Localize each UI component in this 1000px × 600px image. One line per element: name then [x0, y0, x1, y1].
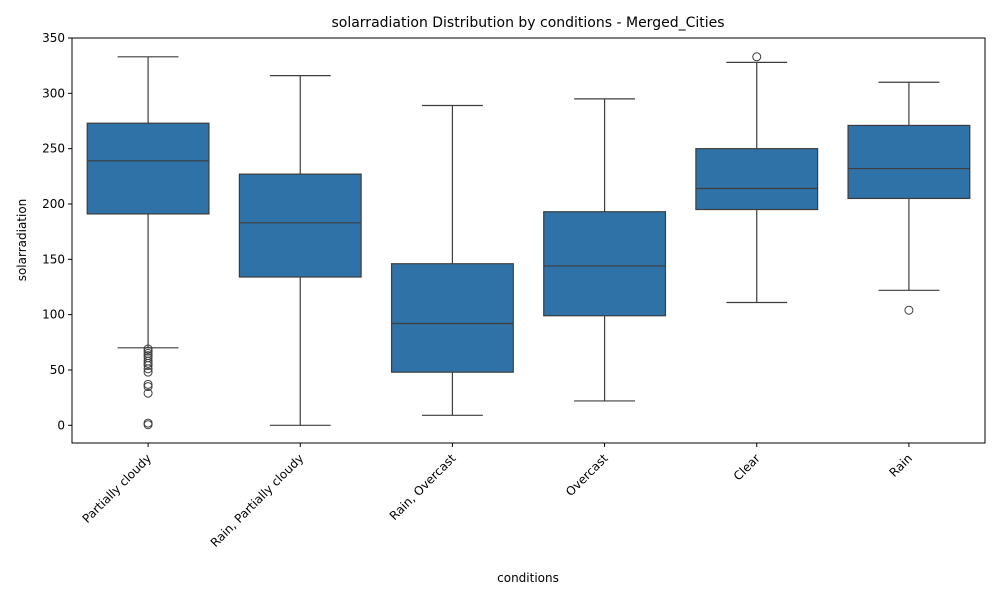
plot-frame: [71, 37, 986, 444]
x-tick-label: Partially cloudy: [80, 451, 155, 526]
y-tick-label: 200: [42, 197, 65, 211]
y-tick-label: 100: [42, 308, 65, 322]
box: [238, 173, 362, 278]
box-group: [238, 75, 362, 426]
box-group: [390, 104, 514, 416]
y-tick-label: 300: [42, 86, 65, 100]
x-tick-label: Rain, Partially cloudy: [208, 451, 307, 550]
outlier-point: [143, 358, 153, 368]
x-tick-label: Rain: [886, 451, 915, 480]
y-axis: 0 50 100 150 200 250 300 350: [42, 31, 72, 432]
box: [695, 148, 819, 211]
outlier-point: [904, 305, 914, 315]
outlier-point: [143, 361, 153, 371]
x-axis: Partially cloudy Rain, Partially cloudy Ra…: [80, 443, 915, 550]
box: [390, 263, 514, 373]
box-group: [86, 56, 210, 430]
box-group: [695, 52, 819, 304]
y-tick-label: 250: [42, 142, 65, 156]
outlier-point: [143, 346, 153, 356]
box-group: [543, 98, 667, 402]
x-tick-label: Rain, Overcast: [387, 451, 459, 523]
outlier-point: [143, 382, 153, 392]
outlier-point: [143, 344, 153, 354]
y-tick-label: 0: [57, 418, 65, 432]
x-tick-label: Clear: [731, 451, 763, 483]
y-tick-label: 150: [42, 252, 65, 266]
outlier-point: [143, 379, 153, 389]
y-axis-label: solarradiation: [15, 199, 29, 282]
box-group: [847, 81, 971, 315]
outlier-point: [752, 52, 762, 62]
x-axis-label: conditions: [497, 571, 559, 585]
chart-title: solarradiation Distribution by condition…: [331, 15, 724, 31]
y-tick-label: 50: [50, 363, 65, 377]
box: [86, 122, 210, 215]
outlier-point: [143, 364, 153, 374]
x-tick-label: Overcast: [563, 451, 611, 499]
box: [543, 211, 667, 317]
outlier-point: [143, 388, 153, 398]
outlier-point: [143, 367, 153, 377]
y-tick-label: 350: [42, 31, 65, 45]
box: [847, 124, 971, 200]
plot-area: [86, 52, 971, 430]
outlier-point: [143, 420, 153, 430]
